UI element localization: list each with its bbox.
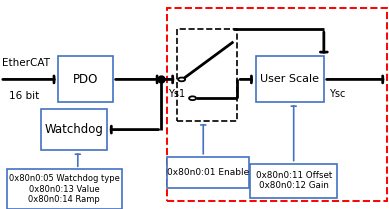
Text: PDO: PDO bbox=[73, 73, 98, 86]
Text: 0x80n0:01 Enable: 0x80n0:01 Enable bbox=[167, 168, 249, 177]
Text: 0x80n0:11 Offset
0x80n0:12 Gain: 0x80n0:11 Offset 0x80n0:12 Gain bbox=[256, 171, 332, 190]
Text: EtherCAT: EtherCAT bbox=[2, 58, 50, 68]
Bar bbox=[256, 56, 324, 102]
Bar bbox=[167, 157, 249, 188]
Bar bbox=[167, 8, 387, 201]
Bar bbox=[58, 56, 113, 102]
Text: Ys1: Ys1 bbox=[168, 89, 185, 99]
Bar bbox=[41, 109, 107, 150]
Text: Ysc: Ysc bbox=[329, 89, 345, 99]
Text: Watchdog: Watchdog bbox=[44, 123, 103, 136]
Bar bbox=[177, 29, 237, 121]
Bar bbox=[250, 163, 337, 198]
Text: 0x80n0:05 Watchdog type
0x80n0:13 Value
0x80n0:14 Ramp: 0x80n0:05 Watchdog type 0x80n0:13 Value … bbox=[9, 174, 120, 204]
Text: User Scale: User Scale bbox=[260, 74, 319, 84]
Bar bbox=[7, 169, 121, 209]
Text: 16 bit: 16 bit bbox=[9, 91, 39, 101]
